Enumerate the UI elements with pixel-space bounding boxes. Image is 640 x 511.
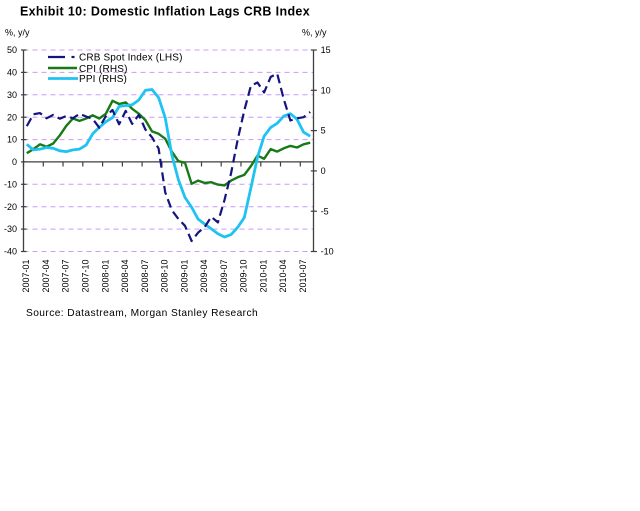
svg-text:15: 15	[321, 45, 331, 55]
svg-text:Exhibit 10: Domestic Inflation: Exhibit 10: Domestic Inflation Lags CRB …	[20, 5, 310, 19]
svg-text:2010-04: 2010-04	[278, 260, 288, 293]
svg-text:2008-10: 2008-10	[160, 260, 170, 293]
svg-text:2008-04: 2008-04	[120, 260, 130, 293]
svg-text:CRB Spot Index (LHS): CRB Spot Index (LHS)	[79, 53, 183, 64]
svg-text:2007-04: 2007-04	[41, 260, 51, 293]
svg-text:20: 20	[7, 112, 17, 122]
svg-text:0: 0	[321, 166, 326, 176]
svg-text:2007-01: 2007-01	[21, 260, 31, 293]
svg-text:PPI (RHS): PPI (RHS)	[79, 74, 127, 85]
svg-text:5: 5	[321, 126, 326, 136]
svg-text:Source: Datastream, Morgan Sta: Source: Datastream, Morgan Stanley Resea…	[26, 308, 258, 319]
svg-text:2009-04: 2009-04	[199, 260, 209, 293]
svg-text:2008-07: 2008-07	[140, 260, 150, 293]
svg-text:-10: -10	[321, 247, 334, 257]
svg-text:2007-10: 2007-10	[81, 260, 91, 293]
svg-text:50: 50	[7, 45, 17, 55]
svg-text:-20: -20	[4, 202, 17, 212]
svg-text:%, y/y: %, y/y	[302, 28, 327, 38]
svg-text:30: 30	[7, 90, 17, 100]
svg-text:10: 10	[7, 135, 17, 145]
svg-text:40: 40	[7, 68, 17, 78]
svg-text:0: 0	[12, 157, 17, 167]
svg-text:-5: -5	[321, 206, 329, 216]
svg-text:CPI (RHS): CPI (RHS)	[79, 64, 128, 75]
svg-text:2009-07: 2009-07	[219, 260, 229, 293]
svg-text:2007-07: 2007-07	[61, 260, 71, 293]
svg-text:10: 10	[321, 85, 331, 95]
svg-text:%, y/y: %, y/y	[5, 28, 30, 38]
svg-text:2008-01: 2008-01	[100, 260, 110, 293]
svg-text:2009-01: 2009-01	[179, 260, 189, 293]
svg-text:2010-07: 2010-07	[298, 260, 308, 293]
svg-text:2009-10: 2009-10	[239, 260, 249, 293]
svg-text:2010-01: 2010-01	[259, 260, 269, 293]
svg-text:-40: -40	[4, 247, 17, 257]
svg-text:-10: -10	[4, 179, 17, 189]
svg-text:-30: -30	[4, 224, 17, 234]
